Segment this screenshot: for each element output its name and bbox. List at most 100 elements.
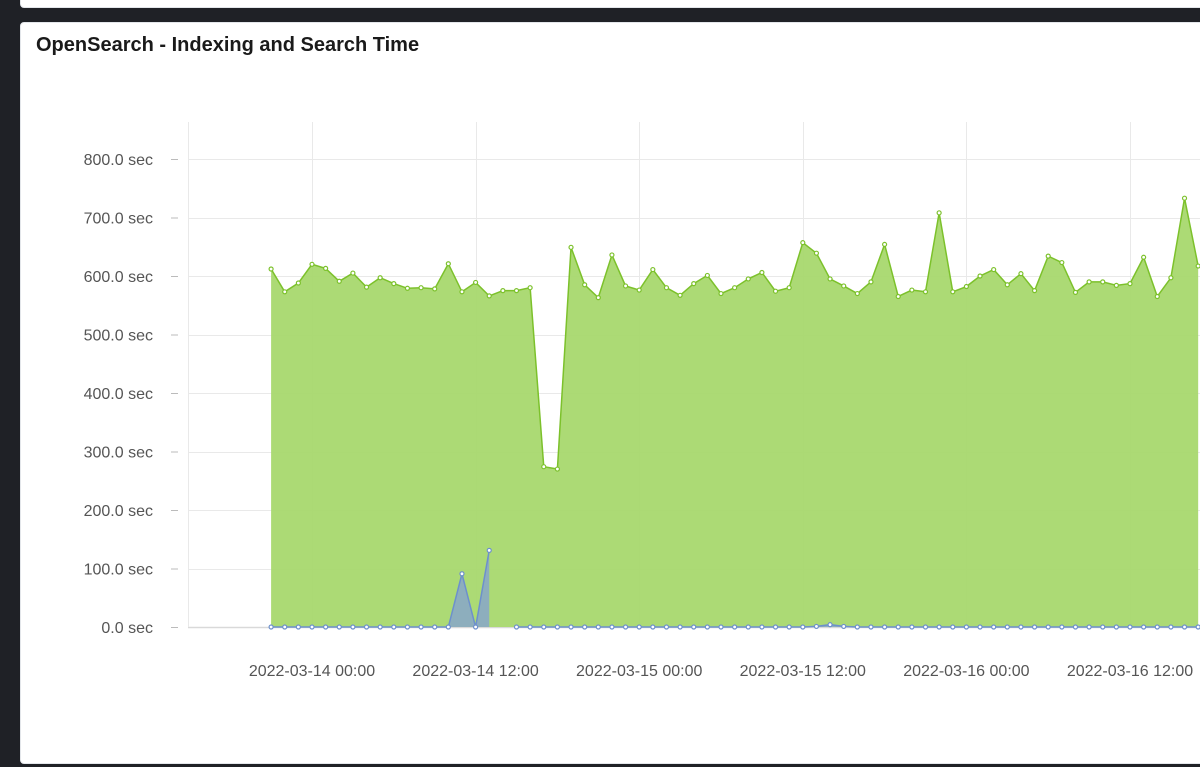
series-1-point xyxy=(1072,289,1079,295)
series-1-point xyxy=(268,266,274,272)
series-2-point xyxy=(1031,624,1038,630)
series-1-point xyxy=(486,293,492,299)
series-1-point xyxy=(473,279,479,286)
series-2-point xyxy=(1168,624,1174,630)
series-1-point xyxy=(745,276,751,282)
series-1-point xyxy=(1031,288,1038,294)
series-2-point xyxy=(895,624,901,630)
x-axis-ticks: 2022-03-14 00:00 2022-03-14 12:00 2022-03-… xyxy=(249,663,1193,680)
series-1-point xyxy=(1113,282,1119,288)
series-1-point xyxy=(418,285,424,291)
series-2-point xyxy=(282,624,288,630)
series-2-point xyxy=(759,624,765,630)
x-tick-label: 2022-03-14 00:00 xyxy=(249,663,375,680)
series-1-point xyxy=(800,240,806,246)
series-1-point xyxy=(909,287,915,293)
series-2-point xyxy=(377,624,383,630)
series-areas xyxy=(270,198,1199,628)
series-2-point xyxy=(541,624,547,630)
series-2-point xyxy=(391,624,397,630)
series-1-point xyxy=(881,241,888,248)
series-2-point xyxy=(295,624,301,630)
series-1-point xyxy=(1168,275,1174,281)
series-1-point xyxy=(963,283,970,290)
series-1-point xyxy=(568,244,574,250)
series-2-point xyxy=(650,624,656,630)
series-2-point xyxy=(1154,624,1160,630)
series-1-point xyxy=(309,261,315,267)
series-2-point xyxy=(691,624,697,630)
series-1-point xyxy=(841,283,847,289)
series-1-point xyxy=(1045,253,1051,259)
series-2-point xyxy=(595,624,601,630)
series-1-point xyxy=(991,266,997,273)
series-1-point xyxy=(1100,279,1106,285)
y-tick-label: 800.0 sec xyxy=(84,152,153,169)
series-2-point xyxy=(841,623,847,630)
series-2-point xyxy=(663,624,670,630)
series-2-point xyxy=(704,624,710,630)
series-2-point xyxy=(309,624,315,630)
series-1-point xyxy=(527,285,533,291)
series-1-point xyxy=(1059,259,1065,266)
series-1-point xyxy=(663,285,670,291)
series-1-point xyxy=(391,281,397,287)
series-1-point xyxy=(718,290,724,297)
series-2-point xyxy=(772,624,779,630)
series-2-point xyxy=(1072,624,1079,630)
series-1-point xyxy=(432,286,438,292)
y-tick-label: 400.0 sec xyxy=(84,386,153,403)
series-2-point xyxy=(609,624,615,630)
series-1-point xyxy=(459,289,465,295)
series-2-point xyxy=(459,571,465,577)
series-2-point xyxy=(786,624,792,630)
series-1-area xyxy=(271,198,1199,627)
series-2-point xyxy=(1045,624,1051,630)
series-points xyxy=(268,195,1200,630)
series-2-point xyxy=(513,624,520,630)
series-1-point xyxy=(854,290,860,297)
y-tick-label: 200.0 sec xyxy=(84,503,153,520)
series-1-point xyxy=(1127,281,1133,287)
series-2-point xyxy=(745,624,751,630)
series-2-point xyxy=(582,624,588,630)
series-2-point xyxy=(622,624,629,630)
y-tick-label: 0.0 sec xyxy=(101,620,153,637)
series-1-point xyxy=(1141,254,1147,260)
series-1-point xyxy=(295,280,301,286)
series-2-point xyxy=(800,624,806,630)
series-2-point xyxy=(813,623,820,630)
series-1-point xyxy=(595,295,601,301)
series-1-point xyxy=(868,279,874,285)
series-1-point xyxy=(541,464,547,470)
series-2-point xyxy=(636,624,642,630)
series-1-point xyxy=(582,282,588,288)
series-2-point xyxy=(350,624,356,630)
y-tick-label: 600.0 sec xyxy=(84,269,153,286)
series-1-point xyxy=(377,275,383,281)
series-2-point xyxy=(732,624,738,630)
series-1-point xyxy=(772,288,779,294)
series-1-point xyxy=(813,250,820,256)
series-1-point xyxy=(404,285,411,291)
series-1-point xyxy=(323,265,329,271)
series-1-point xyxy=(336,278,342,284)
series-1-point xyxy=(827,276,833,282)
series-2-point xyxy=(418,624,424,630)
series-2-point xyxy=(950,624,956,630)
series-1-point xyxy=(350,270,356,276)
series-2-point xyxy=(1059,624,1065,630)
series-1-point xyxy=(1181,195,1188,201)
series-2-point xyxy=(1195,624,1200,630)
panel-title: OpenSearch - Indexing and Search Time xyxy=(36,34,420,56)
y-axis-ticks: 0.0 sec 100.0 sec 200.0 sec 300.0 sec 400.0 … xyxy=(84,152,178,637)
series-2-point xyxy=(963,624,970,630)
series-1-point xyxy=(1004,282,1010,288)
series-1-point xyxy=(282,289,288,295)
series-1-point xyxy=(977,273,983,279)
series-2-point xyxy=(486,547,492,553)
series-2-point xyxy=(977,624,983,630)
series-1-point xyxy=(554,466,561,472)
series-2-point xyxy=(854,624,860,630)
